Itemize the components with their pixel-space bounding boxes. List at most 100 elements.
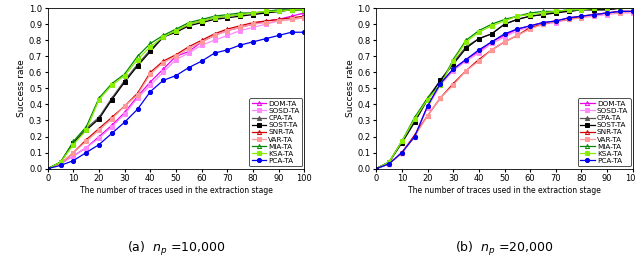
KSA-TA [108,84,116,87]
SOSD-TA [146,84,154,87]
PCA-TA [385,162,393,165]
PCA-TA [237,44,244,47]
X-axis label: The number of traces used in the extraction stage: The number of traces used in the extract… [80,186,272,195]
MIA-TA [616,7,624,10]
SOST-TA [424,98,431,101]
SNR-TA [462,69,470,72]
MIA-TA [172,27,180,31]
VAR-TA [450,84,457,87]
SOST-TA [185,24,193,27]
MIA-TA [604,7,611,10]
CPA-TA [121,79,128,82]
KSA-TA [475,31,483,34]
Y-axis label: Success rate: Success rate [345,60,355,117]
VAR-TA [172,55,180,58]
DOM-TA [450,67,457,71]
SOST-TA [146,50,154,53]
SNR-TA [301,15,308,18]
VAR-TA [95,128,103,132]
KSA-TA [262,10,270,13]
VAR-TA [121,104,128,108]
MIA-TA [275,8,282,11]
SOSD-TA [450,69,457,72]
MIA-TA [590,7,598,10]
SOSD-TA [475,51,483,55]
CPA-TA [398,140,406,143]
CPA-TA [513,18,521,21]
SNR-TA [604,11,611,15]
SOSD-TA [211,39,218,42]
DOM-TA [44,167,52,170]
DOM-TA [262,19,270,23]
PCA-TA [513,27,521,31]
SNR-TA [616,10,624,13]
Line: SOST-TA: SOST-TA [46,8,307,171]
Line: DOM-TA: DOM-TA [46,11,307,171]
VAR-TA [385,162,393,165]
CPA-TA [69,141,77,145]
DOM-TA [57,162,64,165]
SOSD-TA [501,35,508,39]
SNR-TA [185,45,193,48]
SOST-TA [83,128,90,132]
VAR-TA [287,18,295,21]
DOM-TA [488,40,495,44]
VAR-TA [539,23,547,26]
MIA-TA [57,160,64,164]
SOST-TA [398,141,406,145]
SOSD-TA [198,44,205,47]
PCA-TA [146,90,154,93]
SOST-TA [108,98,116,101]
KSA-TA [488,24,495,27]
MIA-TA [513,15,521,18]
VAR-TA [616,11,624,15]
SOSD-TA [275,19,282,23]
SOST-TA [172,31,180,34]
SOSD-TA [513,29,521,32]
Line: PCA-TA: PCA-TA [374,9,635,171]
DOM-TA [69,154,77,157]
CPA-TA [539,13,547,16]
CPA-TA [287,8,295,11]
SOSD-TA [121,112,128,116]
PCA-TA [262,37,270,40]
KSA-TA [83,128,90,132]
PCA-TA [185,66,193,69]
SNR-TA [69,151,77,154]
DOM-TA [134,95,141,98]
Line: MIA-TA: MIA-TA [374,6,635,171]
MIA-TA [552,10,560,13]
KSA-TA [275,10,282,13]
MIA-TA [83,125,90,129]
VAR-TA [44,167,52,170]
SNR-TA [249,21,257,24]
VAR-TA [262,21,270,24]
DOM-TA [211,34,218,37]
VAR-TA [501,40,508,44]
MIA-TA [385,160,393,164]
SNR-TA [121,104,128,108]
CPA-TA [249,11,257,15]
DOM-TA [249,23,257,26]
DOM-TA [565,16,572,19]
KSA-TA [146,45,154,48]
KSA-TA [237,13,244,16]
MIA-TA [249,11,257,15]
SNR-TA [172,53,180,56]
CPA-TA [57,160,64,164]
SNR-TA [411,133,418,137]
SOST-TA [198,21,205,24]
PCA-TA [69,159,77,162]
PCA-TA [160,79,167,82]
SOSD-TA [185,51,193,55]
SNR-TA [629,10,636,13]
SOST-TA [488,32,495,35]
DOM-TA [527,24,534,27]
SOST-TA [450,63,457,66]
PCA-TA [462,58,470,61]
MIA-TA [424,96,431,100]
SOSD-TA [616,11,624,15]
PCA-TA [565,16,572,19]
SOST-TA [513,18,521,21]
MIA-TA [539,10,547,13]
